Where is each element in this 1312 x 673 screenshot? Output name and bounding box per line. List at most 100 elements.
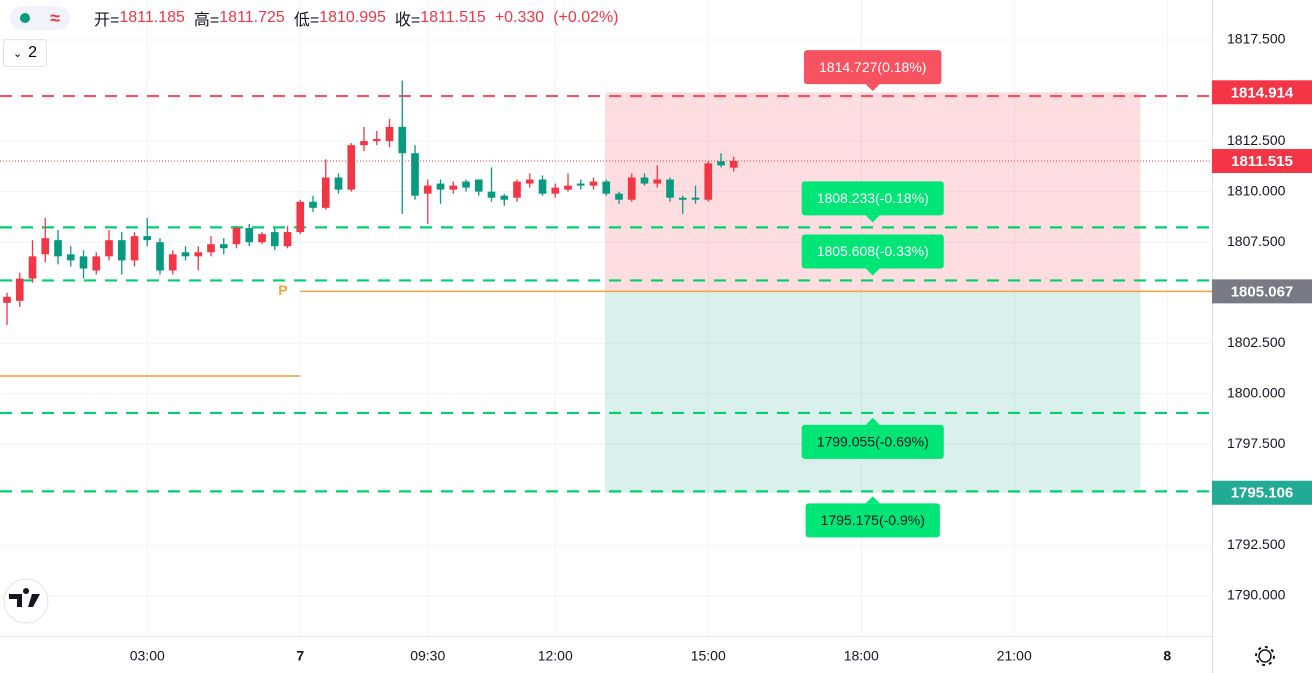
candle-body (640, 177, 649, 184)
badge-icon: ≈ (50, 7, 60, 28)
legend-value: 1810.995 (319, 9, 386, 26)
candle-body (207, 244, 215, 253)
price-tag-label: 1805.067 (1231, 283, 1294, 300)
level-label-box (804, 50, 942, 85)
candle-body (15, 278, 24, 301)
candle-body (334, 177, 343, 190)
logo-bg (3, 578, 49, 624)
y-tick-label: 1792.500 (1227, 536, 1286, 552)
candle-body (156, 242, 164, 271)
candle-body (678, 197, 687, 200)
candle-body (309, 201, 317, 208)
price-tag-label: 1814.914 (1231, 84, 1294, 101)
level-label: 1805.608(-0.33%) (801, 234, 944, 276)
candle-body (130, 236, 139, 261)
candle-body (270, 232, 279, 247)
candle-body (117, 240, 126, 261)
candle-body (232, 228, 241, 245)
candle-body (54, 240, 62, 257)
candle-body (627, 177, 636, 200)
level-label-text: 1805.608(-0.33%) (817, 243, 929, 259)
candle-body (615, 193, 623, 200)
level-label-text: 1808.233(-0.18%) (817, 190, 929, 206)
level-label: 1814.727(0.18%) (804, 50, 942, 92)
candle-body (347, 145, 356, 190)
symbol-badge[interactable]: ≈ (10, 6, 70, 30)
candle-body (385, 126, 394, 142)
candle-body (258, 234, 266, 243)
y-tick-label: 1790.000 (1227, 587, 1286, 603)
level-label: 1799.055(-0.69%) (801, 417, 944, 459)
legend-change-pct: (+0.02%) (553, 9, 619, 26)
price-tag (1212, 279, 1312, 304)
candle-body (487, 191, 496, 198)
candle-body (538, 179, 547, 194)
candle-body (245, 228, 254, 243)
candle-body (321, 177, 330, 208)
y-tick-label: 1810.000 (1227, 182, 1286, 198)
indicator-count: 2 (28, 44, 38, 61)
y-tick-label: 1800.000 (1227, 385, 1286, 401)
level-label-text: 1799.055(-0.69%) (817, 434, 929, 450)
candle-body (474, 179, 483, 192)
candle-body (194, 252, 203, 257)
level-label-box (801, 424, 944, 459)
candle-body (398, 126, 407, 154)
candle-body (168, 254, 177, 271)
x-tick-label: 03:00 (130, 648, 165, 664)
legend-label: 收= (394, 12, 421, 29)
price-tag (1212, 149, 1312, 174)
level-label: 1808.233(-0.18%) (801, 181, 944, 223)
x-tick-label: 12:00 (538, 648, 573, 664)
candle-body (462, 181, 470, 188)
level-label-arrow (865, 268, 880, 276)
candle-body (3, 296, 11, 303)
price-tag (1212, 480, 1312, 505)
y-tick-label: 1797.500 (1227, 435, 1286, 451)
candle-body (576, 183, 585, 186)
candle-body (551, 187, 560, 194)
candle-body (28, 256, 37, 279)
legend-value: 1811.515 (420, 9, 486, 26)
candle-body (704, 163, 713, 200)
legend-label: 开= (94, 12, 120, 29)
candle-body (41, 238, 50, 255)
indicator-toggle[interactable]: ⌄ 2 (3, 39, 47, 67)
legend-label: 低= (293, 12, 320, 29)
level-label-box (801, 181, 944, 216)
legend-change: +0.330 (494, 9, 545, 26)
candle-body (449, 185, 458, 190)
candle-body (653, 179, 662, 184)
level-label-box (805, 503, 940, 538)
y-tick-label: 1807.500 (1227, 233, 1286, 249)
legend: ≈ 开= 1811.185 高= 1811.725 低= 1810.995 收= 181… (0, 0, 628, 36)
level-label-text: 1795.175(-0.9%) (821, 512, 925, 528)
candle-body (411, 153, 419, 196)
candle-body (181, 252, 190, 257)
candle-body (513, 181, 521, 198)
legend-value: 1811.725 (219, 9, 285, 26)
candle-body (729, 161, 738, 168)
settings-icon-ring (1255, 646, 1275, 666)
candle-body (525, 179, 534, 184)
candle-body (691, 197, 700, 200)
candle-body (283, 232, 292, 247)
candle-body (92, 256, 101, 271)
level-label-box (801, 234, 944, 269)
candle-body (717, 161, 725, 166)
candle-body (423, 185, 432, 194)
pivot-marker: P (278, 282, 287, 298)
legend-value: 1811.185 (119, 9, 185, 26)
chevron: ⌄ (12, 47, 23, 60)
settings-icon[interactable] (1258, 649, 1272, 663)
candle-body (500, 195, 509, 200)
candle-body (564, 185, 572, 190)
x-tick-label: 15:00 (691, 648, 726, 664)
x-tick-label: 09:30 (410, 648, 445, 664)
candle-body (602, 181, 611, 194)
level-label-text: 1814.727(0.18%) (819, 59, 926, 75)
loss-zone (604, 291, 1141, 493)
candle-body (589, 181, 598, 186)
